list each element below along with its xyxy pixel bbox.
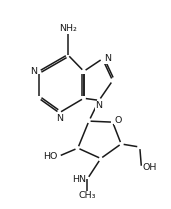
- Text: O: O: [114, 116, 122, 125]
- Text: HN: HN: [72, 175, 86, 184]
- Text: NH₂: NH₂: [59, 24, 77, 33]
- Text: CH₃: CH₃: [78, 191, 96, 200]
- Text: HO: HO: [43, 152, 57, 161]
- Text: N: N: [96, 101, 103, 110]
- Text: N: N: [56, 114, 63, 123]
- Text: N: N: [30, 67, 37, 76]
- Text: N: N: [104, 54, 111, 63]
- Text: OH: OH: [142, 163, 157, 172]
